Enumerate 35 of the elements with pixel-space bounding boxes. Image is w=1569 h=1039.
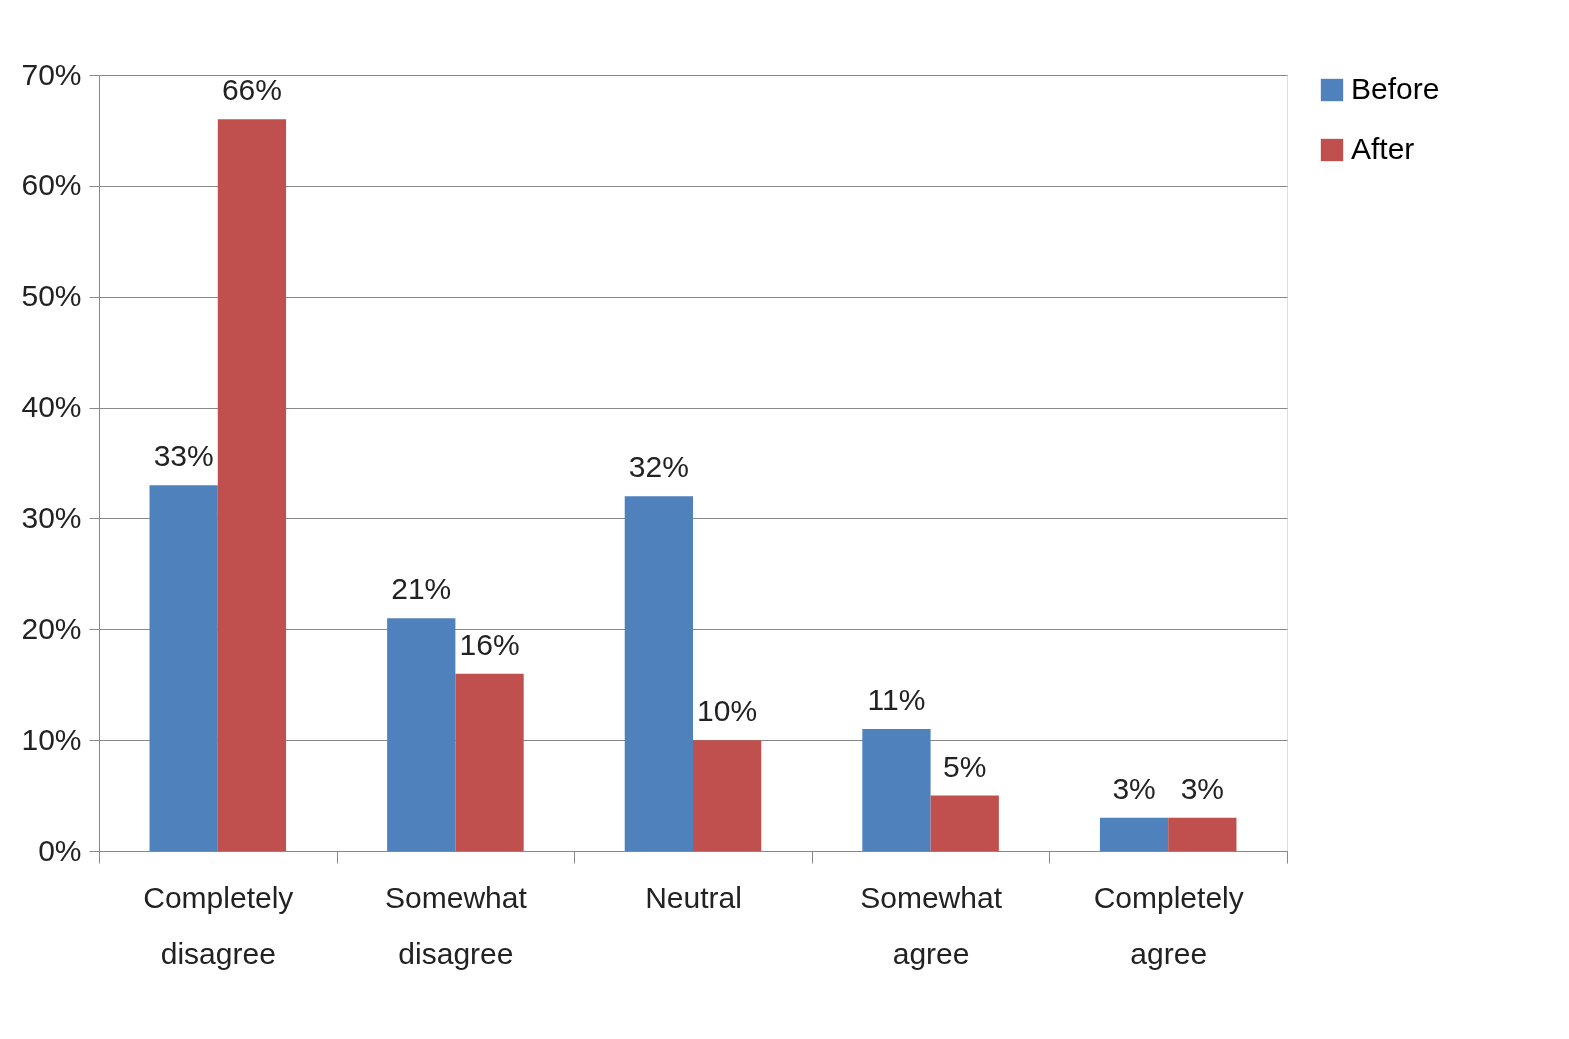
bar [862,729,931,851]
y-tick-label: 0% [38,833,82,867]
bar [1168,817,1237,851]
y-tick-label: 60% [21,168,82,202]
data-label: 11% [867,683,926,717]
x-tick-label: Completely agree [1093,880,1244,970]
x-tick-label: Neutral [645,880,742,914]
bar [693,740,762,851]
bar [624,496,693,851]
bar [930,795,999,851]
y-tick-label: 10% [21,722,82,756]
data-label: 33% [153,439,214,473]
data-label: 10% [697,694,758,728]
legend-label: Before [1351,72,1440,105]
bar [149,485,218,851]
data-label: 66% [221,73,282,107]
data-label: 3% [1180,771,1225,805]
bar [1099,817,1169,851]
data-label: 16% [459,627,520,661]
x-tick-label: Completely disagree [143,880,294,970]
bar [217,119,287,851]
x-tick-label: Somewhat agree [860,880,1003,970]
data-label: 21% [391,572,452,606]
x-tick-label: Somewhat disagree [385,880,528,970]
bar [387,618,456,851]
data-label: 3% [1112,771,1156,805]
data-label: 32% [628,450,689,484]
y-tick-label: 50% [21,279,82,313]
y-tick-label: 20% [21,611,82,645]
y-tick-label: 40% [21,390,82,424]
y-tick-label: 70% [21,57,82,91]
bar [455,673,524,851]
legend-label: After [1351,132,1415,165]
data-label: 5% [943,749,987,783]
y-tick-label: 30% [21,500,82,534]
